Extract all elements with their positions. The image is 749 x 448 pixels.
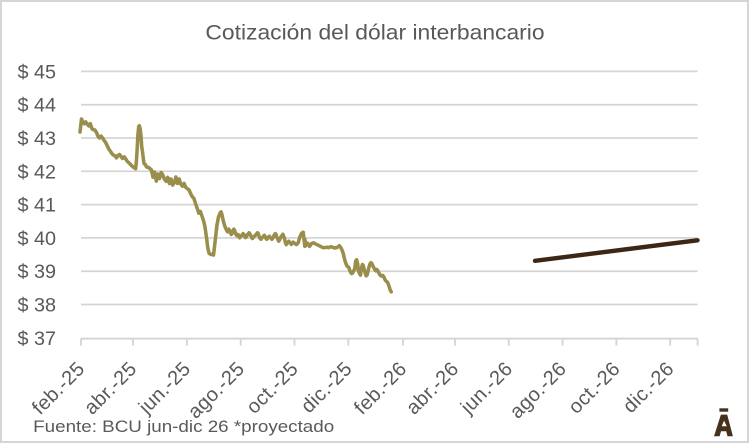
svg-text:$ 37: $ 37 [17, 328, 56, 350]
svg-text:Cotización del dólar interbanc: Cotización del dólar interbancario [205, 21, 544, 45]
svg-text:$ 45: $ 45 [17, 61, 56, 83]
svg-text:$ 42: $ 42 [17, 161, 56, 183]
svg-text:$ 41: $ 41 [17, 195, 56, 217]
svg-text:$ 43: $ 43 [17, 128, 56, 150]
svg-text:Fuente: BCU jun-dic 26 *proyec: Fuente: BCU jun-dic 26 *proyectado [33, 418, 334, 436]
svg-text:$ 40: $ 40 [17, 228, 56, 250]
svg-text:$ 44: $ 44 [17, 95, 56, 117]
svg-text:$ 39: $ 39 [17, 261, 56, 283]
svg-text:$ 38: $ 38 [17, 295, 56, 317]
